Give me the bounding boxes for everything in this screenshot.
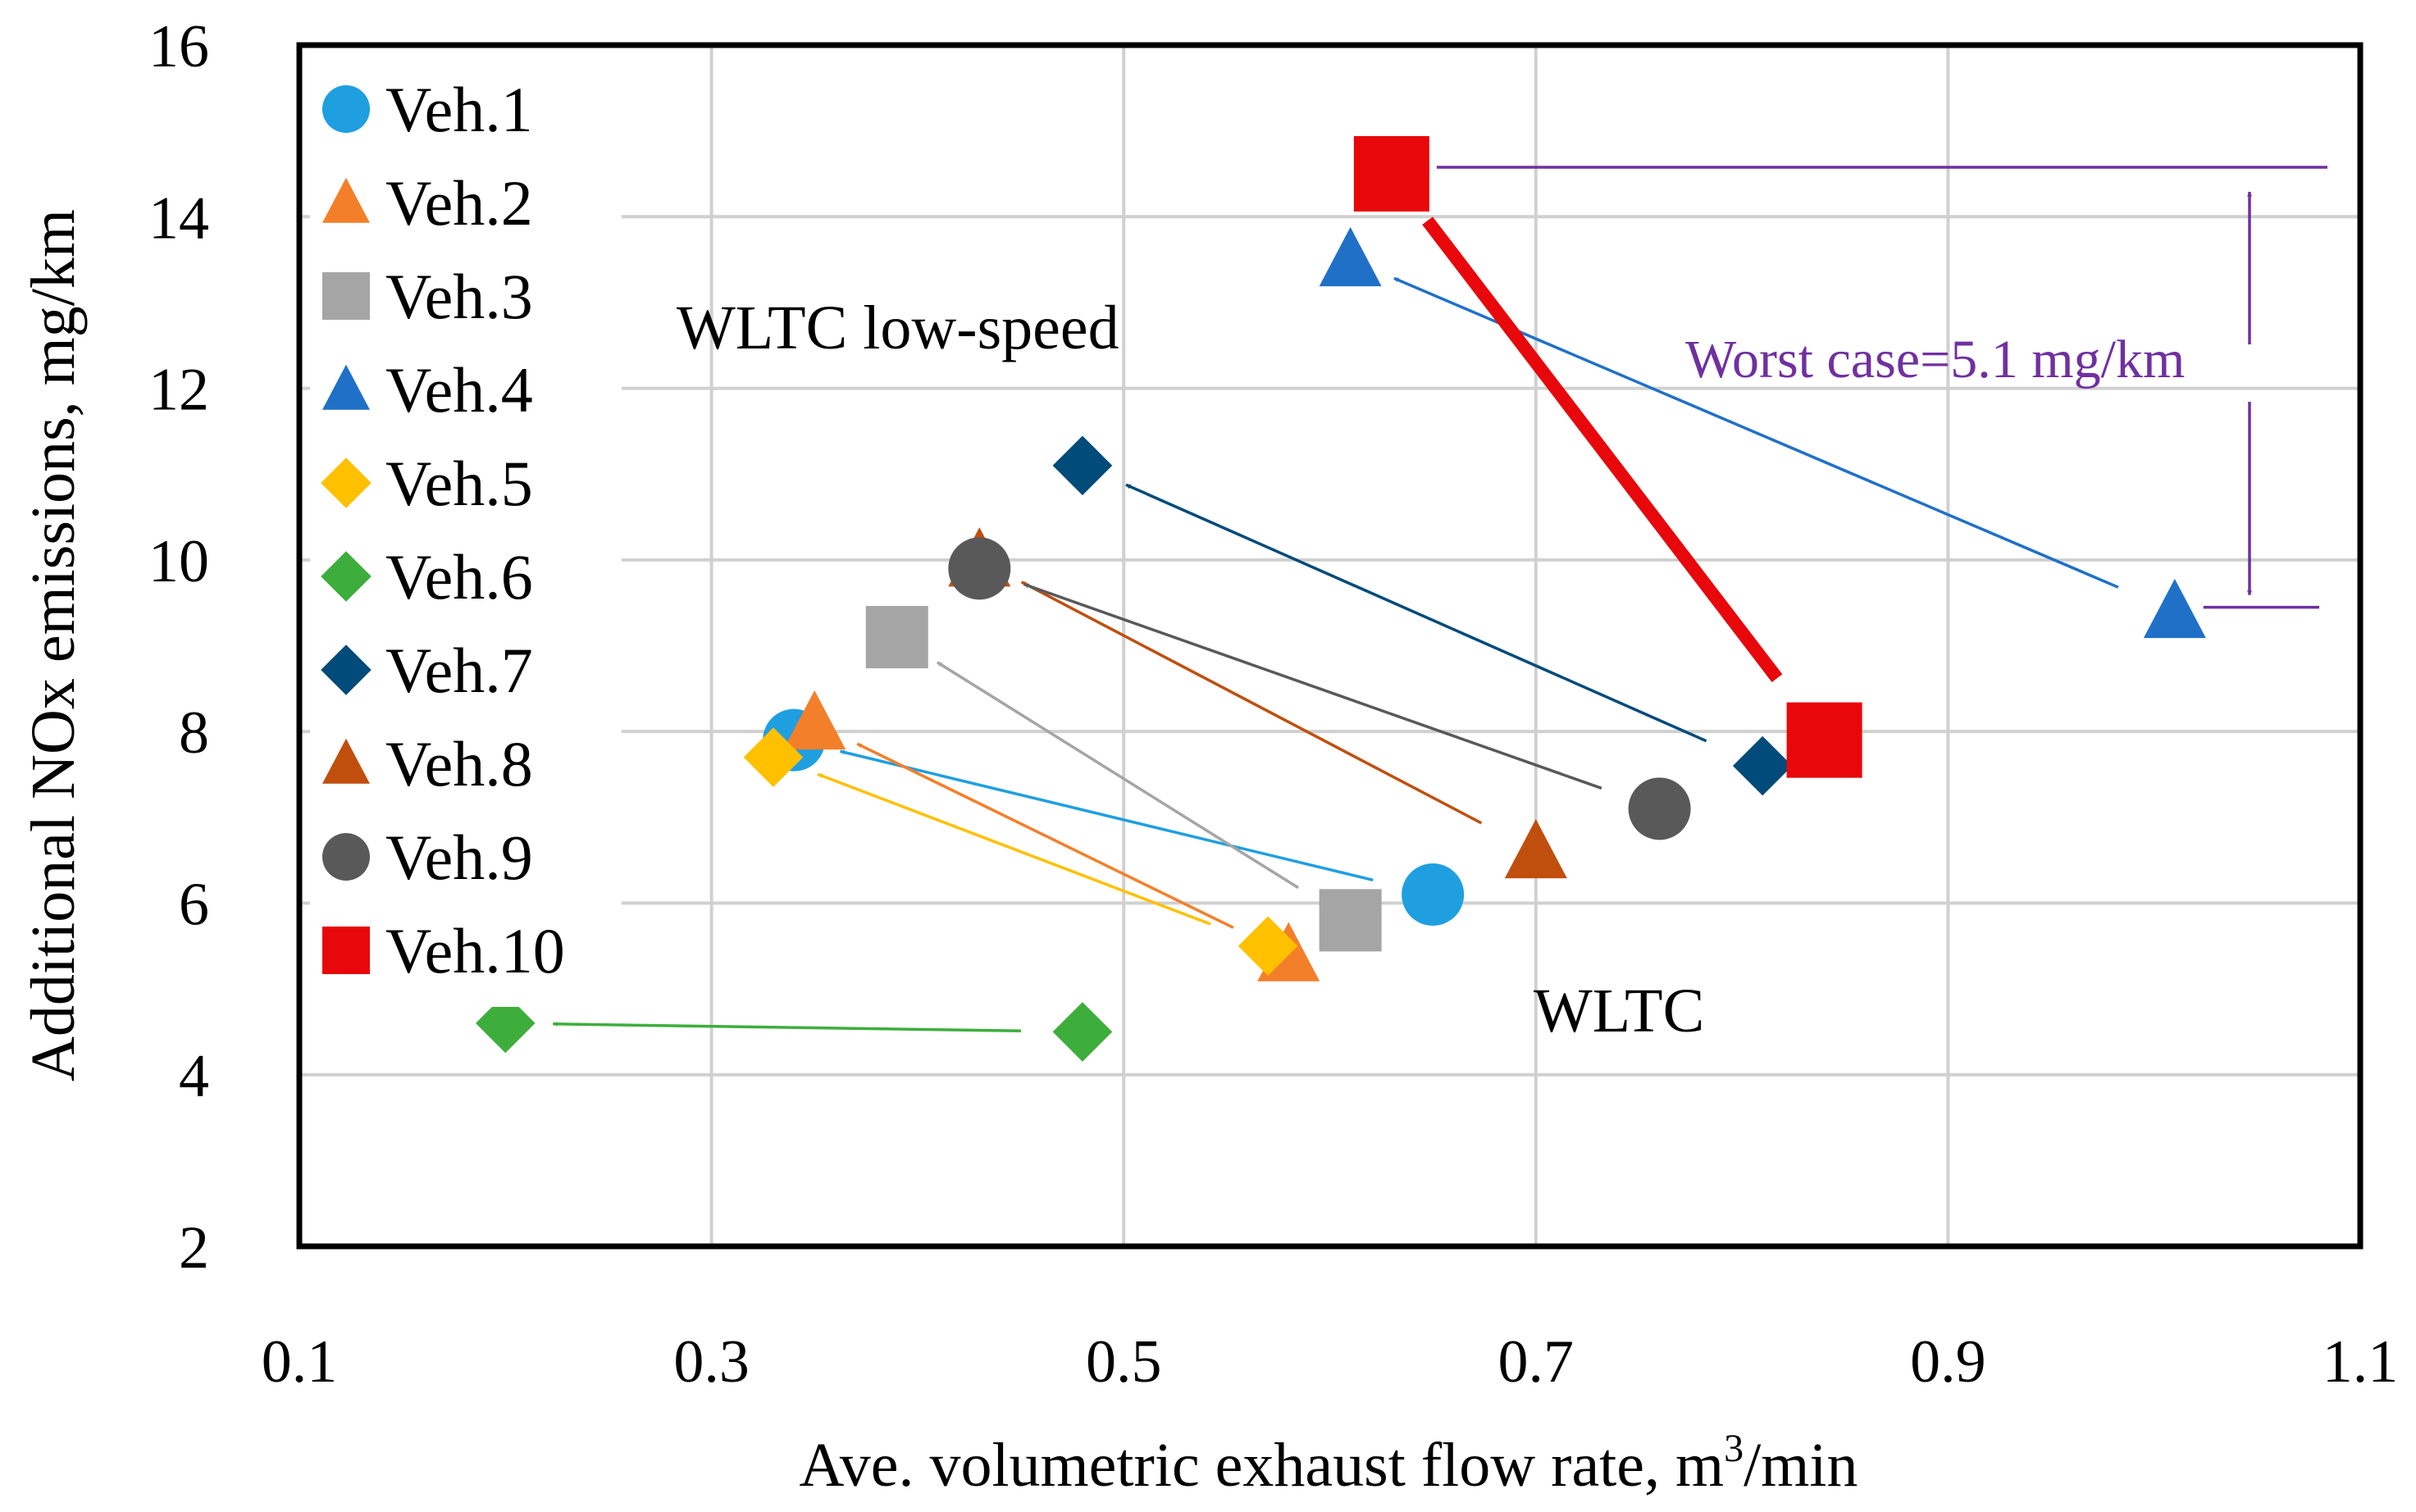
legend-label: Veh.2 xyxy=(385,167,533,239)
legend-item: Veh.4 xyxy=(322,354,533,426)
y-tick-label: 8 xyxy=(179,699,209,767)
legend-label: Veh.7 xyxy=(385,635,533,706)
point-veh6-wltc xyxy=(1052,1002,1113,1062)
x-tick-label: 0.1 xyxy=(262,1328,338,1396)
point-veh6-low-speed xyxy=(476,993,536,1054)
point-veh1-wltc xyxy=(1402,863,1465,926)
legend-marker xyxy=(322,738,370,784)
legend-label: Veh.10 xyxy=(385,915,565,986)
point-veh9-low-speed xyxy=(948,537,1011,600)
point-veh3-wltc xyxy=(1319,889,1382,952)
point-veh9-wltc xyxy=(1628,777,1691,840)
plot-area xyxy=(299,45,2360,1246)
x-tick-label: 0.9 xyxy=(1910,1328,1986,1396)
plot-frame xyxy=(296,42,2364,1250)
point-veh4-low-speed xyxy=(1319,226,1382,287)
legend-marker xyxy=(322,272,370,320)
arrow-veh2 xyxy=(856,742,1234,929)
x-axis-title-tail: /min xyxy=(1744,1431,1858,1500)
worst-case-bracket xyxy=(1436,166,2327,609)
point-veh8-wltc xyxy=(1504,818,1567,879)
point-veh2-low-speed xyxy=(783,690,846,750)
arrow-veh6 xyxy=(552,1021,1021,1033)
arrow-veh1 xyxy=(839,749,1374,882)
legend-marker xyxy=(321,458,372,508)
y-tick-label: 4 xyxy=(179,1043,209,1110)
annotation-worst-case: Worst case=5.1 mg/km xyxy=(1685,330,2185,389)
legend-item: Veh.9 xyxy=(322,822,533,893)
point-veh5-wltc xyxy=(1238,916,1298,977)
x-tick-labels: 0.1 0.3 0.5 0.7 0.9 1.1 xyxy=(262,1328,2399,1396)
y-tick-label: 10 xyxy=(148,528,209,595)
annotation-wltc-low-speed: WLTC low-speed xyxy=(677,294,1119,362)
x-tick-label: 1.1 xyxy=(2323,1328,2399,1396)
x-tick-label: 0.5 xyxy=(1086,1328,1162,1396)
arrow-veh10 xyxy=(1422,216,1783,682)
annotation-wltc: WLTC xyxy=(1534,977,1704,1045)
legend-marker xyxy=(321,551,372,602)
y-tick-labels: 2 4 6 8 10 12 14 16 xyxy=(148,13,209,1282)
point-veh7-low-speed xyxy=(1052,435,1113,496)
legend-marker xyxy=(322,833,370,881)
connector-arrows xyxy=(552,216,2119,1033)
arrow-veh3 xyxy=(937,661,1299,890)
legend-item: Veh.3 xyxy=(322,261,533,332)
y-tick-label: 2 xyxy=(179,1214,209,1282)
legend-label: Veh.4 xyxy=(385,354,533,426)
legend-marker xyxy=(322,177,370,223)
legend-item: Veh.7 xyxy=(321,635,533,706)
legend-label: Veh.6 xyxy=(385,541,533,613)
legend-marker xyxy=(321,644,372,695)
legend-item: Veh.10 xyxy=(322,915,565,986)
arrow-veh5 xyxy=(817,772,1211,926)
y-tick-label: 12 xyxy=(148,357,209,424)
legend-label: Veh.9 xyxy=(385,822,533,893)
legend-label: Veh.1 xyxy=(385,74,533,145)
legend-label: Veh.3 xyxy=(385,261,533,332)
legend-marker xyxy=(322,364,370,410)
x-axis-title-main: Ave. volumetric exhaust flow rate, m xyxy=(799,1431,1724,1500)
legend-label: Veh.8 xyxy=(385,728,533,799)
legend-item: Veh.1 xyxy=(322,74,533,145)
legend-marker xyxy=(322,927,370,974)
point-veh7-wltc xyxy=(1732,736,1793,796)
y-axis-title: Additional NOx emissions, mg/km xyxy=(19,209,88,1082)
arrow-veh7 xyxy=(1125,483,1707,743)
legend-item: Veh.5 xyxy=(321,448,533,519)
legend: Veh.1 Veh.2 Veh.3 Veh.4 Veh.5 Veh.6 Veh.7 Veh.8… xyxy=(310,64,622,1007)
x-tick-label: 0.7 xyxy=(1498,1328,1575,1396)
point-veh10-low-speed xyxy=(1353,135,1429,212)
legend-item: Veh.6 xyxy=(321,541,533,613)
y-tick-label: 14 xyxy=(148,184,209,252)
legend-item: Veh.8 xyxy=(322,728,533,799)
arrow-veh8 xyxy=(1020,581,1483,825)
x-axis-title: Ave. volumetric exhaust flow rate, m3/mi… xyxy=(799,1427,1858,1500)
x-axis-title-sup: 3 xyxy=(1724,1427,1744,1470)
point-veh5-low-speed xyxy=(743,727,804,787)
y-tick-label: 16 xyxy=(148,13,209,80)
data-points xyxy=(476,135,2206,1062)
point-veh10-wltc xyxy=(1786,702,1862,778)
point-veh4-wltc xyxy=(2143,578,2206,639)
y-tick-label: 6 xyxy=(179,871,209,938)
arrow-veh9 xyxy=(1023,582,1602,790)
legend-item: Veh.2 xyxy=(322,167,533,239)
legend-marker xyxy=(322,85,370,133)
point-veh3-low-speed xyxy=(865,606,928,669)
legend-label: Veh.5 xyxy=(385,448,533,519)
x-tick-label: 0.3 xyxy=(673,1328,750,1396)
